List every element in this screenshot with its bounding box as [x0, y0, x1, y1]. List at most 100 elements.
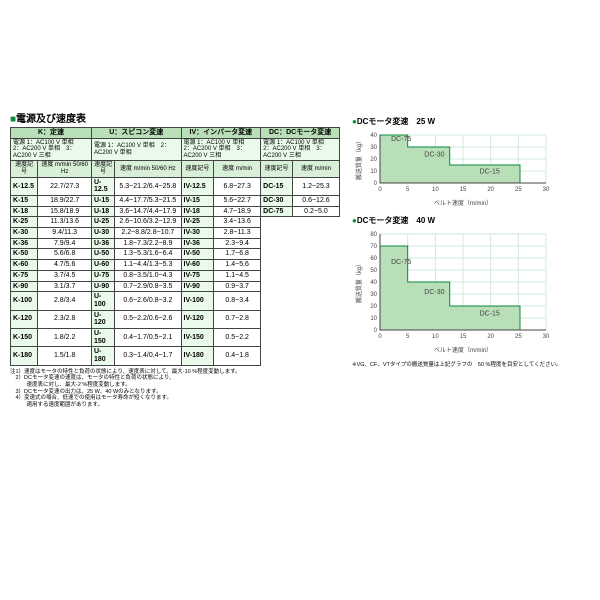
table-row: K-1801.5/1.8U-1800.3~1.4/0.4~1.7IV-1800.…: [11, 347, 340, 365]
code-cell: U-18: [92, 206, 115, 217]
svg-text:30: 30: [370, 145, 377, 151]
code-cell: IV-75: [181, 270, 214, 281]
code-cell: K-60: [11, 260, 38, 271]
value-cell: 2.6~10.6/3.2~12.9: [115, 217, 181, 228]
code-cell: IV-36: [181, 238, 214, 249]
chart-40w: 05101520253001020304050607080DC-75DC-30D…: [352, 228, 552, 356]
value-cell: 5.6/6.8: [38, 249, 92, 260]
value-cell: 1.2~25.3: [292, 177, 339, 195]
chart-40w-title: ●DCモータ変速 40 W: [352, 215, 582, 226]
svg-text:80: 80: [370, 232, 377, 238]
svg-text:5: 5: [406, 187, 410, 193]
code-cell: IV-50: [181, 249, 214, 260]
code-cell: IV-15: [181, 196, 214, 207]
svg-text:15: 15: [460, 187, 467, 193]
svg-text:70: 70: [370, 244, 377, 250]
svg-text:20: 20: [370, 304, 377, 310]
code-cell: K-50: [11, 249, 38, 260]
svg-text:DC-30: DC-30: [424, 152, 444, 159]
chart-note: ※VG、CF、VTタイプの搬送質量は上記グラフの 50 %程度を目安としてくださ…: [352, 360, 582, 368]
code-cell: U-90: [92, 281, 115, 292]
code-cell: IV-18: [181, 206, 214, 217]
svg-text:0: 0: [374, 328, 378, 334]
svg-text:30: 30: [543, 334, 550, 340]
value-cell: 3.4~13.6: [214, 217, 261, 228]
code-cell: K-30: [11, 228, 38, 239]
power-u: 電源 1：AC100 V 単相 2：AC200 V 単相: [92, 138, 182, 161]
code-cell: K-180: [11, 347, 38, 365]
col-dc-val: 速度 m/min: [292, 161, 339, 177]
code-cell: U-60: [92, 260, 115, 271]
code-cell: U-120: [92, 310, 115, 328]
svg-text:30: 30: [370, 292, 377, 298]
value-cell: 0.5~2.2: [214, 328, 261, 346]
code-cell: U-25: [92, 217, 115, 228]
value-cell: 22.7/27.3: [38, 177, 92, 195]
svg-text:ベルト速度（m/min）: ベルト速度（m/min）: [434, 346, 492, 354]
code-cell: DC-75: [261, 206, 293, 217]
svg-text:DC-75: DC-75: [391, 136, 411, 143]
code-cell: IV-25: [181, 217, 214, 228]
value-cell: 3.7/4.5: [38, 270, 92, 281]
svg-text:15: 15: [460, 334, 467, 340]
code-cell: K-75: [11, 270, 38, 281]
value-cell: 2.8~11.3: [214, 228, 261, 239]
table-row: K-309.4/11.3U-302.2~8.8/2.8~10.7IV-302.8…: [11, 228, 340, 239]
col-iv-code: 速度記号: [181, 161, 214, 177]
table-row: K-505.6/6.8U-501.3~5.3/1.6~6.4IV-501.7~6…: [11, 249, 340, 260]
svg-text:0: 0: [378, 187, 382, 193]
power-iv: 電源 1：AC100 V 単相 2：AC200 V 単相 3：AC200 V 三…: [181, 138, 261, 161]
group-dc-header: DC：DCモータ変速: [261, 128, 340, 139]
code-cell: IV-100: [181, 292, 214, 310]
value-cell: 1.4~5.6: [214, 260, 261, 271]
svg-text:50: 50: [370, 268, 377, 274]
svg-text:10: 10: [432, 334, 439, 340]
code-cell: K-120: [11, 310, 38, 328]
power-k: 電源 1：AC100 V 単相 2：AC200 V 単相 3：AC200 V 三…: [11, 138, 92, 161]
value-cell: 2.3/2.8: [38, 310, 92, 328]
value-cell: 1.5/1.8: [38, 347, 92, 365]
svg-text:60: 60: [370, 256, 377, 262]
table-row: K-1815.8/18.9U-183.6~14.7/4.4~17.9IV-184…: [11, 206, 340, 217]
value-cell: 2.8/3.4: [38, 292, 92, 310]
svg-text:10: 10: [370, 169, 377, 175]
value-cell: 0.3~1.4/0.4~1.7: [115, 347, 181, 365]
value-cell: 1.1~4.4/1.3~5.3: [115, 260, 181, 271]
svg-text:20: 20: [487, 187, 494, 193]
svg-text:10: 10: [432, 187, 439, 193]
value-cell: 1.8~7.3/2.2~8.9: [115, 238, 181, 249]
code-cell: U-180: [92, 347, 115, 365]
table-row: K-1501.8/2.2U-1500.4~1.7/0.5~2.1IV-1500.…: [11, 328, 340, 346]
spec-table: K：定速 U：スピコン変速 IV：インバータ変速 DC：DCモータ変速 電源 1…: [10, 127, 340, 366]
value-cell: 1.1~4.5: [214, 270, 261, 281]
group-k-header: K：定速: [11, 128, 92, 139]
table-row: K-753.7/4.5U-750.8~3.5/1.0~4.3IV-751.1~4…: [11, 270, 340, 281]
chart-25w-title: ●DCモータ変速 25 W: [352, 116, 582, 127]
code-cell: U-30: [92, 228, 115, 239]
table-row: K-1002.8/3.4U-1000.6~2.6/0.8~3.2IV-1000.…: [11, 292, 340, 310]
table-row: K-604.7/5.6U-601.1~4.4/1.3~5.3IV-601.4~5…: [11, 260, 340, 271]
svg-text:DC-30: DC-30: [424, 289, 444, 296]
svg-text:20: 20: [370, 157, 377, 163]
value-cell: 15.8/18.9: [38, 206, 92, 217]
svg-text:0: 0: [374, 181, 378, 187]
table-row: K-2511.3/13.6U-252.6~10.6/3.2~12.9IV-253…: [11, 217, 340, 228]
svg-text:40: 40: [370, 280, 377, 286]
code-cell: K-36: [11, 238, 38, 249]
table-title: ■電源及び速度表: [10, 110, 340, 125]
svg-text:搬送質量（kg）: 搬送質量（kg）: [355, 261, 363, 303]
group-iv-header: IV：インバータ変速: [181, 128, 261, 139]
code-cell: K-150: [11, 328, 38, 346]
value-cell: 0.6~12.6: [292, 196, 339, 207]
code-cell: DC-15: [261, 177, 293, 195]
value-cell: 7.9/9.4: [38, 238, 92, 249]
svg-text:10: 10: [370, 316, 377, 322]
value-cell: 0.7~2.8: [214, 310, 261, 328]
value-cell: 18.9/22.7: [38, 196, 92, 207]
value-cell: 3.1/3.7: [38, 281, 92, 292]
svg-text:DC-15: DC-15: [480, 168, 500, 175]
code-cell: IV-60: [181, 260, 214, 271]
col-dc-code: 速度記号: [261, 161, 293, 177]
value-cell: 6.8~27.3: [214, 177, 261, 195]
value-cell: 0.8~3.4: [214, 292, 261, 310]
